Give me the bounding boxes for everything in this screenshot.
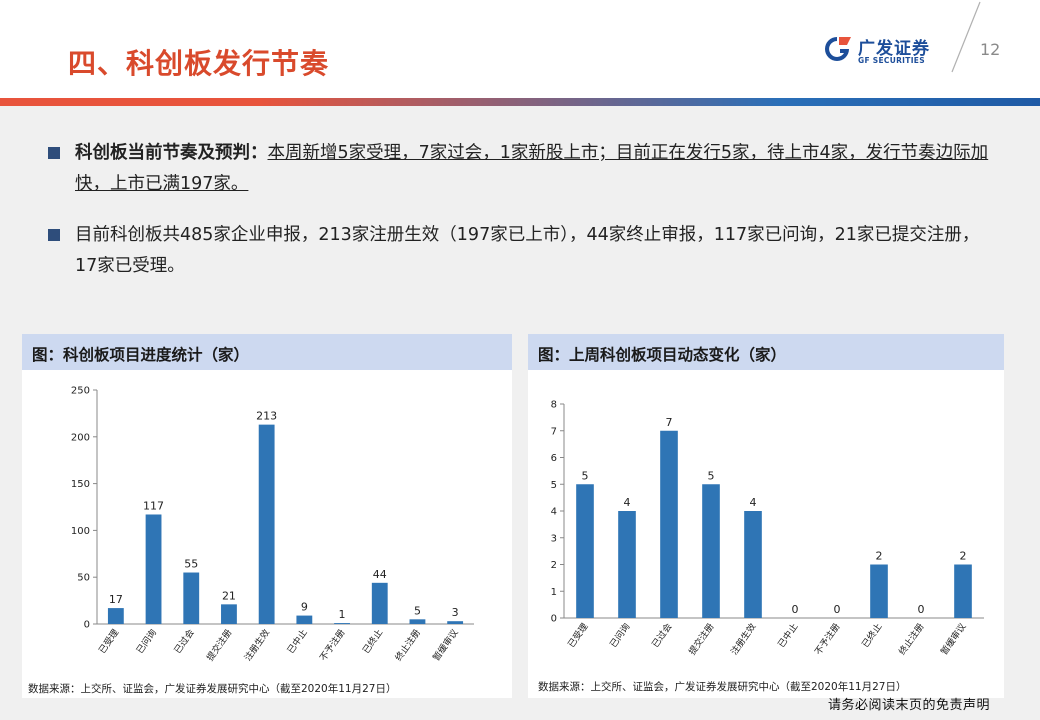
left-chart-title: 图：科创板项目进度统计（家） xyxy=(22,334,512,370)
bar-已受理 xyxy=(107,608,124,624)
y-tick-label: 150 xyxy=(71,479,90,490)
x-category-label: 已中止 xyxy=(775,621,800,650)
x-category-label: 已过会 xyxy=(649,621,674,650)
x-category-label: 暂缓审议 xyxy=(430,627,460,663)
x-category-label: 提交注册 xyxy=(204,627,234,663)
bar-已受理 xyxy=(576,484,594,618)
y-tick-label: 0 xyxy=(84,620,90,631)
y-tick-label: 8 xyxy=(551,400,557,411)
bullet-1-text: 本周新增5家受理，7家过会，1家新股上市；目前正在发行5家，待上市4家，发行节奏… xyxy=(75,143,989,194)
x-category-label: 已问询 xyxy=(607,621,632,650)
bar-value-label: 0 xyxy=(918,603,925,616)
bar-value-label: 0 xyxy=(792,603,799,616)
header-divider-slash xyxy=(951,1,981,73)
y-tick-label: 4 xyxy=(551,507,557,518)
bar-value-label: 0 xyxy=(834,603,841,616)
x-category-label: 注册生效 xyxy=(728,621,758,657)
bar-value-label: 5 xyxy=(582,469,589,482)
x-category-label: 终止注册 xyxy=(392,627,422,663)
bar-已中止 xyxy=(296,615,313,624)
bar-不予注册 xyxy=(334,623,350,624)
y-tick-label: 2 xyxy=(551,560,557,571)
bar-已过会 xyxy=(660,430,678,618)
bar-value-label: 7 xyxy=(666,416,673,429)
right-chart-title: 图：上周科创板项目动态变化（家） xyxy=(528,334,1004,370)
bullet-square-icon xyxy=(48,147,60,159)
bar-终止注册 xyxy=(409,619,426,624)
bullet-2-text: 目前科创板共485家企业申报，213家注册生效（197家已上市），44家终止审报… xyxy=(75,225,980,276)
logo-text-cn: 广发证券 xyxy=(858,39,930,59)
left-bar-chart: 0 50 100 150 200 250 17 已受理 117 已问询 55 已过会 21 提交注册 213… xyxy=(71,386,474,663)
bar-value-label: 21 xyxy=(222,589,236,602)
company-logo: 广发证券 GF SECURITIES xyxy=(822,34,946,68)
bar-value-label: 117 xyxy=(143,499,164,512)
bar-已过会 xyxy=(183,572,200,624)
y-tick-label: 1 xyxy=(551,587,557,598)
bar-注册生效 xyxy=(744,511,762,618)
y-tick-label: 50 xyxy=(77,573,90,584)
slide-title: 四、科创板发行节奏 xyxy=(68,47,330,80)
y-tick-label: 5 xyxy=(551,480,557,491)
title-gradient-bar xyxy=(0,98,1040,106)
bar-value-label: 213 xyxy=(256,410,277,423)
bar-暂缓审议 xyxy=(954,564,972,618)
bullet-item-2: 目前科创板共485家企业申报，213家注册生效（197家已上市），44家终止审报… xyxy=(48,220,998,282)
bar-暂缓审议 xyxy=(447,621,464,624)
y-tick-label: 3 xyxy=(551,533,557,544)
right-chart-panel: 0 1 2 3 4 5 6 7 8 5 已受理 4 已问询 7 已过会 5 提交注册 4 注册生效 0 已中止 0 不予注册… xyxy=(528,370,1004,698)
bar-value-label: 4 xyxy=(750,496,757,509)
x-category-label: 已受理 xyxy=(565,621,590,650)
x-category-label: 已终止 xyxy=(859,621,884,650)
x-category-label: 注册生效 xyxy=(242,627,272,663)
y-tick-label: 200 xyxy=(71,432,90,443)
y-tick-label: 7 xyxy=(551,426,557,437)
bar-value-label: 2 xyxy=(876,550,883,563)
x-category-label: 提交注册 xyxy=(686,621,716,657)
bar-已终止 xyxy=(870,564,888,618)
bar-已问询 xyxy=(145,514,162,624)
left-chart-panel: 0 50 100 150 200 250 17 已受理 117 已问询 55 已过会 21 提交注册 213… xyxy=(22,370,512,698)
x-category-label: 已过会 xyxy=(171,627,196,656)
bullet-1-lead: 科创板当前节奏及预判： xyxy=(75,143,268,163)
bar-value-label: 5 xyxy=(414,604,421,617)
left-chart-source: 数据来源：上交所、证监会，广发证券发展研究中心（截至2020年11月27日） xyxy=(28,683,397,695)
bar-value-label: 1 xyxy=(339,608,346,621)
x-category-label: 不予注册 xyxy=(812,621,842,657)
y-tick-label: 6 xyxy=(551,453,557,464)
y-tick-label: 0 xyxy=(551,614,557,625)
x-category-label: 已中止 xyxy=(284,627,309,656)
x-category-label: 已受理 xyxy=(96,627,121,656)
bar-已问询 xyxy=(618,511,636,618)
bar-提交注册 xyxy=(221,604,237,624)
y-tick-label: 100 xyxy=(71,526,90,537)
bar-value-label: 9 xyxy=(301,601,308,614)
bar-已终止 xyxy=(371,582,388,624)
right-chart-source: 数据来源：上交所、证监会，广发证券发展研究中心（截至2020年11月27日） xyxy=(538,681,907,693)
bar-value-label: 55 xyxy=(184,558,198,571)
page-number: 12 xyxy=(980,40,1001,59)
disclaimer-text: 请务必阅读末页的免责声明 xyxy=(828,698,991,713)
gf-logo-icon xyxy=(825,37,851,61)
y-tick-label: 250 xyxy=(71,386,90,397)
bar-value-label: 17 xyxy=(109,593,123,606)
bar-value-label: 4 xyxy=(624,496,631,509)
x-category-label: 暂缓审议 xyxy=(938,621,968,657)
bar-value-label: 2 xyxy=(960,550,967,563)
x-category-label: 不予注册 xyxy=(317,627,347,663)
x-category-label: 已终止 xyxy=(360,627,385,656)
bar-value-label: 44 xyxy=(373,568,387,581)
x-category-label: 已问询 xyxy=(134,627,159,656)
bar-注册生效 xyxy=(258,424,275,624)
bullet-item-1: 科创板当前节奏及预判：本周新增5家受理，7家过会，1家新股上市；目前正在发行5家… xyxy=(48,138,998,200)
logo-text-en: GF SECURITIES xyxy=(858,56,925,65)
bar-value-label: 5 xyxy=(708,469,715,482)
bar-提交注册 xyxy=(702,484,720,618)
right-bar-chart: 0 1 2 3 4 5 6 7 8 5 已受理 4 已问询 7 已过会 5 提交注册 4 注册生效 0 已中止 0 不予注册… xyxy=(551,400,984,657)
bullet-square-icon xyxy=(48,229,60,241)
bar-value-label: 3 xyxy=(452,606,459,619)
x-category-label: 终止注册 xyxy=(896,621,926,657)
